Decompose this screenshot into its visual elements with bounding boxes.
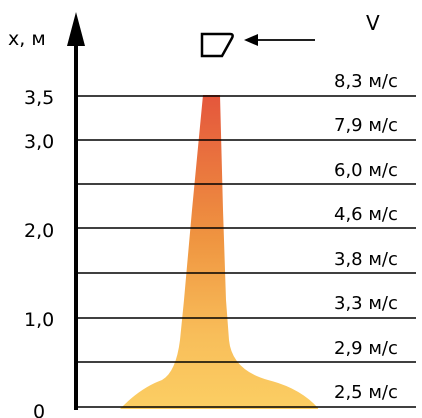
velocity-value: 4,6 м/с [334,204,398,225]
tick-3-0: 3,0 [24,131,54,153]
x-axis-label: x, м [8,28,46,50]
x-axis-arrowhead [67,12,85,46]
velocity-value: 7,9 м/с [334,115,398,136]
tick-2-0: 2,0 [24,220,54,242]
anemometer-icon [200,32,234,58]
tick-1-0: 1,0 [24,309,54,331]
tick-3-5: 3,5 [24,87,54,109]
velocity-value: 8,3 м/с [334,71,398,92]
velocity-value: 2,5 м/с [334,382,398,403]
heat-plume [120,95,318,409]
velocity-value: 3,8 м/с [334,249,398,270]
velocity-label: V [366,11,380,35]
tick-0: 0 [33,401,45,418]
pointer-arrowhead [244,34,258,46]
velocity-value: 3,3 м/с [334,293,398,314]
velocity-value: 2,9 м/с [334,338,398,359]
velocity-value: 6,0 м/с [334,160,398,181]
